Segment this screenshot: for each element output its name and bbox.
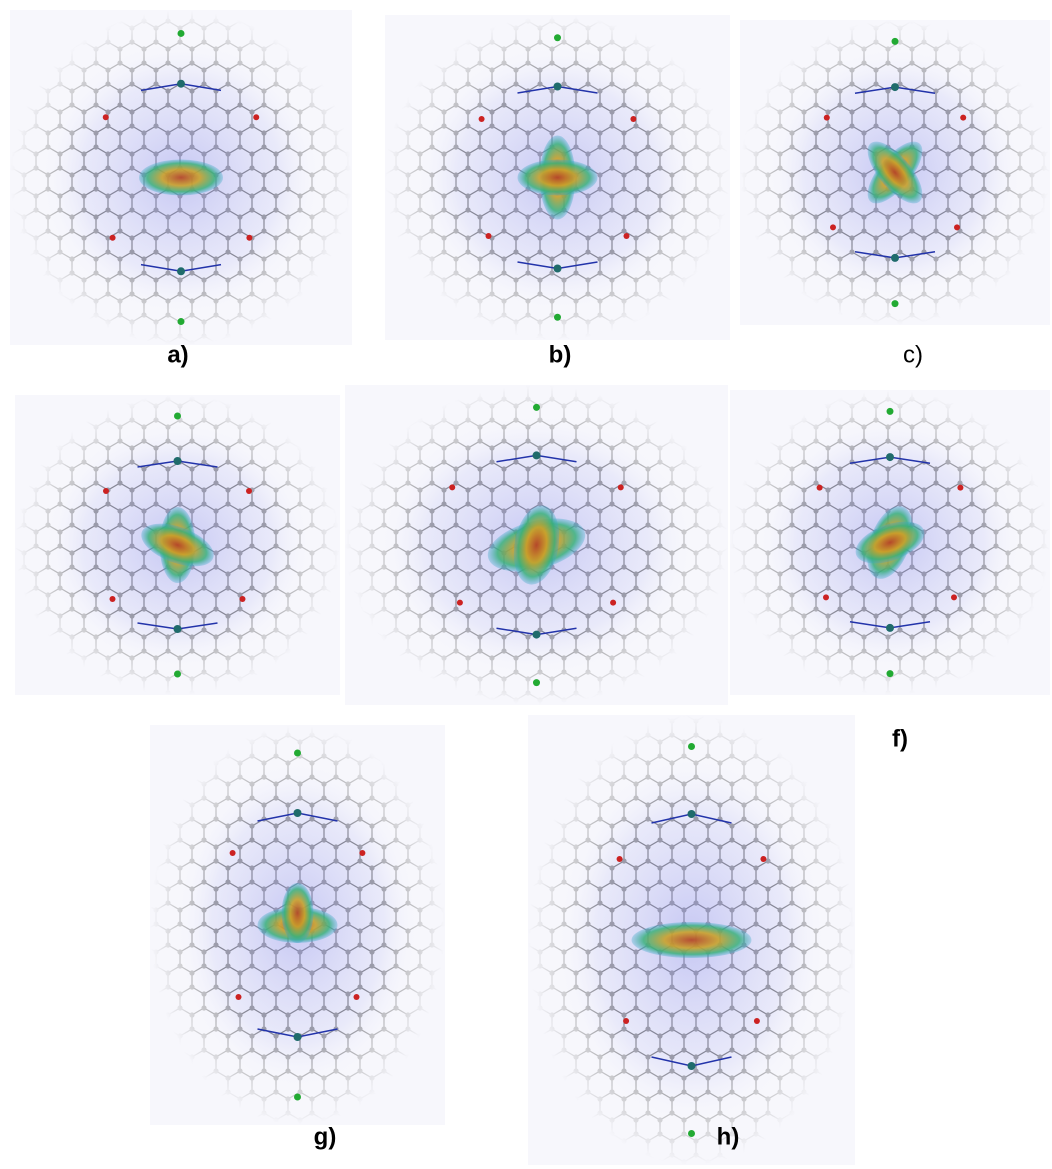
oxygen-atom <box>623 1018 629 1024</box>
panel <box>15 395 340 695</box>
oxygen-atom <box>486 233 492 239</box>
metal-atom <box>177 80 185 88</box>
panel <box>740 20 1050 325</box>
oxygen-atom <box>479 116 485 122</box>
oxygen-atom <box>618 484 624 490</box>
guest-density <box>282 883 314 943</box>
panel <box>10 10 352 345</box>
oxygen-atom <box>830 224 836 230</box>
counter-ion <box>533 679 540 686</box>
metal-atom <box>554 83 562 91</box>
oxygen-atom <box>760 856 766 862</box>
oxygen-atom <box>110 596 116 602</box>
guest-density <box>518 160 598 196</box>
panel-label: a) <box>167 341 188 368</box>
metal-atom <box>174 625 182 633</box>
panel-label: f) <box>892 725 908 752</box>
oxygen-atom <box>354 994 360 1000</box>
oxygen-atom <box>617 856 623 862</box>
counter-ion <box>533 404 540 411</box>
oxygen-atom <box>240 596 246 602</box>
oxygen-atom <box>246 235 252 241</box>
oxygen-atom <box>960 115 966 121</box>
oxygen-atom <box>110 235 116 241</box>
metal-atom <box>177 267 185 275</box>
oxygen-atom <box>951 594 957 600</box>
metal-atom <box>294 809 302 817</box>
metal-atom <box>886 624 894 632</box>
counter-ion <box>688 743 695 750</box>
counter-ion <box>554 314 561 321</box>
oxygen-atom <box>246 488 252 494</box>
panel-label: g) <box>314 1123 337 1150</box>
metal-atom <box>688 1062 696 1070</box>
figure: a)b)c)d)e)f)g)h) <box>0 0 1052 1169</box>
oxygen-atom <box>449 484 455 490</box>
panel-label: b) <box>549 341 572 368</box>
panel-label: h) <box>717 1123 740 1150</box>
metal-atom <box>533 631 541 639</box>
panel <box>730 390 1050 695</box>
panel <box>528 715 855 1165</box>
metal-atom <box>294 1033 302 1041</box>
panel <box>150 725 445 1125</box>
oxygen-atom <box>103 488 109 494</box>
metal-atom <box>891 254 899 262</box>
oxygen-atom <box>817 485 823 491</box>
oxygen-atom <box>230 850 236 856</box>
panel-label: c) <box>903 341 923 368</box>
oxygen-atom <box>103 114 109 120</box>
oxygen-atom <box>630 116 636 122</box>
oxygen-atom <box>957 485 963 491</box>
guest-density <box>632 922 752 958</box>
counter-ion <box>887 670 894 677</box>
oxygen-atom <box>457 600 463 606</box>
counter-ion <box>892 38 899 45</box>
oxygen-atom <box>253 114 259 120</box>
oxygen-atom <box>823 594 829 600</box>
metal-atom <box>688 810 696 818</box>
metal-atom <box>891 83 899 91</box>
guest-density <box>139 160 223 196</box>
counter-ion <box>178 30 185 37</box>
oxygen-atom <box>359 850 365 856</box>
oxygen-atom <box>954 224 960 230</box>
panel <box>345 385 728 705</box>
metal-atom <box>886 453 894 461</box>
counter-ion <box>554 34 561 41</box>
counter-ion <box>892 300 899 307</box>
counter-ion <box>294 1094 301 1101</box>
oxygen-atom <box>754 1018 760 1024</box>
metal-atom <box>174 457 182 465</box>
counter-ion <box>294 750 301 757</box>
counter-ion <box>178 318 185 325</box>
oxygen-atom <box>624 233 630 239</box>
counter-ion <box>887 408 894 415</box>
counter-ion <box>174 671 181 678</box>
oxygen-atom <box>236 994 242 1000</box>
metal-atom <box>554 265 562 273</box>
oxygen-atom <box>610 600 616 606</box>
panel <box>385 15 730 340</box>
counter-ion <box>174 413 181 420</box>
counter-ion <box>688 1130 695 1137</box>
oxygen-atom <box>824 115 830 121</box>
metal-atom <box>533 451 541 459</box>
